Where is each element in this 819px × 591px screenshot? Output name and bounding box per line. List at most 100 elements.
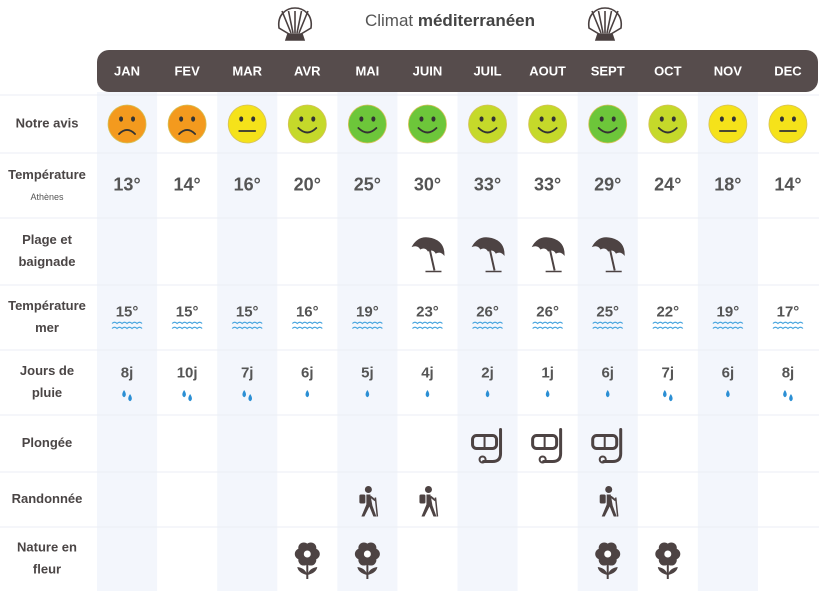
rain-days: 7j — [241, 364, 254, 381]
rating-face — [468, 104, 507, 144]
rating-face — [287, 104, 327, 144]
row-label: Température — [8, 167, 86, 182]
rain-drop — [305, 390, 310, 398]
wave — [111, 326, 143, 330]
umbrella-pole — [606, 239, 616, 271]
sea-temperature: 15° — [176, 303, 199, 320]
hiker-body — [361, 494, 377, 517]
mouth — [178, 129, 197, 135]
pole — [374, 497, 379, 517]
arm — [610, 495, 617, 502]
title-emphasis: méditerranéen — [418, 11, 535, 30]
umbrella-pole — [546, 239, 556, 271]
wave — [412, 326, 443, 330]
eye — [791, 116, 796, 122]
backpack — [599, 494, 606, 504]
sea-temperature: 19° — [717, 303, 740, 320]
air-temperature: 20° — [294, 174, 321, 194]
wave — [412, 321, 443, 325]
leaf — [297, 567, 318, 575]
month-label: MAR — [232, 63, 262, 78]
month-label: JUIN — [413, 63, 443, 78]
face — [708, 104, 748, 144]
rain-drop — [188, 394, 192, 402]
shell-base — [284, 33, 306, 41]
column-tint — [97, 92, 158, 591]
row-label: Température — [8, 298, 86, 313]
nature-icon — [354, 542, 380, 579]
rating-face — [347, 104, 387, 144]
eye — [539, 116, 544, 122]
face — [408, 104, 447, 144]
leaf — [357, 567, 378, 575]
mouthpiece — [478, 455, 487, 464]
mouth — [297, 127, 318, 134]
rain-days: 5j — [361, 364, 374, 381]
rain-days: 8j — [121, 364, 134, 381]
eye — [659, 116, 664, 122]
rating-face — [708, 104, 748, 144]
eye — [299, 116, 304, 122]
rating-face — [408, 104, 447, 144]
mouth — [537, 127, 558, 134]
month-label: FEV — [174, 63, 200, 78]
hiker-head — [424, 486, 432, 493]
plongee-icon — [471, 428, 503, 464]
sea-temperature: 16° — [296, 303, 319, 320]
plongee-icon — [531, 428, 563, 464]
rain-drop — [789, 394, 793, 402]
eye — [551, 116, 556, 122]
shell-icon — [277, 7, 313, 41]
leaf — [597, 567, 618, 575]
rating-face — [768, 104, 808, 144]
rain-drop — [783, 390, 787, 398]
eye — [719, 116, 724, 122]
eye — [119, 116, 124, 122]
arm — [429, 495, 437, 502]
mouth — [417, 127, 438, 134]
backpack — [419, 494, 426, 504]
month-label: AVR — [294, 63, 321, 78]
row-label: fleur — [33, 561, 61, 576]
face — [588, 104, 628, 144]
hiker-body — [601, 494, 617, 517]
pole — [614, 497, 619, 517]
wave — [532, 326, 564, 330]
rain-drop — [182, 390, 186, 398]
header-bar — [97, 50, 818, 92]
flower-center — [363, 550, 371, 558]
umbrella-pole — [426, 239, 436, 271]
plage-icon — [411, 237, 445, 273]
air-temperature: 33° — [474, 174, 501, 194]
face — [347, 104, 387, 144]
rain-days: 2j — [481, 364, 494, 381]
row-label: Plongée — [22, 435, 73, 450]
eye — [479, 116, 484, 122]
umbrella-canopy — [471, 237, 505, 256]
month-label: AOUT — [529, 63, 566, 78]
eye — [611, 116, 616, 122]
eye — [599, 116, 604, 122]
eye — [731, 116, 736, 122]
column-tint — [577, 92, 638, 591]
eye — [251, 116, 256, 122]
hiker-body — [421, 494, 437, 517]
row-label: baignade — [18, 254, 75, 269]
month-label: JAN — [114, 63, 140, 78]
wave — [351, 326, 383, 330]
title: Climat méditerranéen — [365, 11, 535, 30]
mouth — [597, 127, 618, 134]
wave — [472, 326, 503, 330]
rain-drop — [128, 394, 132, 402]
rain-days: 4j — [421, 364, 434, 381]
eye — [359, 116, 364, 122]
eye — [419, 116, 424, 122]
shell-outline — [277, 7, 313, 35]
rain-drop — [605, 390, 610, 398]
randonnee-icon — [359, 486, 379, 517]
mouth — [477, 127, 498, 134]
wave — [652, 321, 684, 325]
shell-icon — [587, 7, 623, 41]
wave — [592, 326, 624, 330]
